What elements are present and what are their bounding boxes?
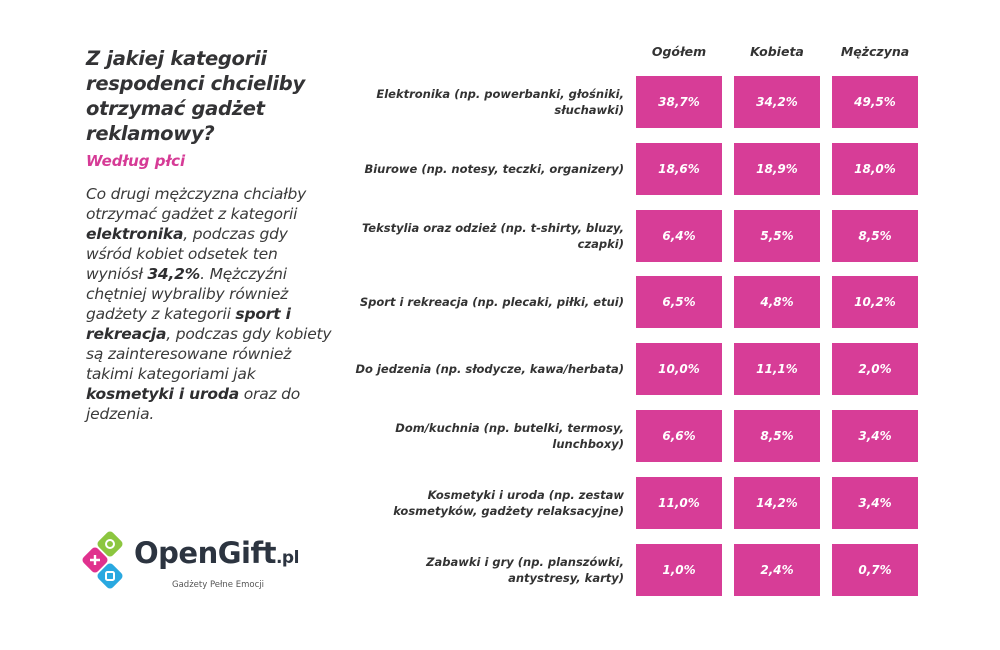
left-panel: Z jakiej kategorii respodenci chcieliby …: [86, 46, 336, 424]
value-cell: 11,1%: [734, 343, 820, 396]
value-cell: 3,4%: [832, 476, 918, 529]
value-cell: 34,2%: [734, 76, 820, 128]
description: Co drugi mężczyzna chciałby otrzymać gad…: [86, 184, 336, 424]
value-cell: 6,6%: [636, 410, 722, 462]
value-cell: 18,0%: [832, 142, 918, 195]
value-cell: 4,8%: [734, 276, 820, 329]
value-cell: 5,5%: [734, 209, 820, 262]
opengift-logo: OpenGift.pl Gadżety Pełne Emocji: [80, 530, 320, 600]
logo-mark-icon: [82, 531, 123, 589]
row-label: Do jedzenia (np. słodycze, kawa/herbata): [355, 362, 624, 377]
row-label: Zabawki i gry (np. planszówki, antystres…: [426, 554, 624, 585]
row-label: Sport i rekreacja (np. plecaki, piłki, e…: [359, 295, 624, 310]
value-cell: 10,0%: [636, 343, 722, 396]
description-highlight: 34,2%: [147, 265, 201, 283]
value-cell: 49,5%: [832, 76, 918, 128]
column-header: Mężczyna: [840, 44, 910, 59]
value-cell: 8,5%: [734, 410, 820, 462]
value-cell: 3,4%: [832, 410, 918, 462]
value-cell: 1,0%: [636, 543, 722, 596]
row-label: Tekstylia oraz odzież (np. t-shirty, blu…: [361, 220, 624, 251]
row-label: Elektronika (np. powerbanki, głośniki, s…: [376, 87, 624, 117]
logo-tld: .pl: [275, 548, 299, 568]
value-cell: 0,7%: [832, 543, 918, 596]
value-cell: 2,4%: [734, 543, 820, 596]
description-highlight: kosmetyki i uroda: [86, 385, 240, 403]
value-cell: 11,0%: [636, 476, 722, 529]
logo-name: OpenGift: [134, 536, 276, 570]
logo-tagline: Gadżety Pełne Emocji: [172, 580, 264, 590]
value-cell: 18,6%: [636, 142, 722, 195]
column-header: Kobieta: [750, 44, 804, 59]
value-cell: 18,9%: [734, 142, 820, 195]
description-text: Co drugi mężczyzna chciałby otrzymać gad…: [86, 185, 307, 223]
row-label: Biurowe (np. notesy, teczki, organizery): [364, 161, 624, 176]
value-cell: 2,0%: [832, 343, 918, 396]
row-label: Kosmetyki i uroda (np. zestaw kosmetyków…: [393, 487, 624, 518]
value-cell: 10,2%: [832, 276, 918, 329]
description-text: , podczas gdy kobiety są zainteresowane …: [86, 325, 332, 383]
value-cell: 14,2%: [734, 476, 820, 529]
page-title: Z jakiej kategorii respodenci chcieliby …: [86, 47, 305, 145]
description-highlight: elektronika: [86, 225, 184, 243]
column-header: Ogółem: [651, 44, 707, 59]
description-text: , podczas gdy wśród kobiet odsetek ten w…: [86, 225, 288, 283]
value-cell: 8,5%: [832, 209, 918, 262]
value-cell: 6,5%: [636, 276, 722, 329]
description-highlight: sport i rekreacja: [86, 305, 291, 343]
page-subtitle: Według płci: [86, 152, 186, 170]
value-cell: 6,4%: [636, 209, 722, 262]
logo-wordmark: OpenGift.pl: [134, 536, 299, 570]
value-cell: 38,7%: [636, 76, 722, 128]
description-text: . Mężczyźni chętniej wybraliby również g…: [86, 265, 289, 323]
row-label: Dom/kuchnia (np. butelki, termosy, lunch…: [395, 421, 624, 451]
description-text: oraz do jedzenia.: [86, 385, 301, 423]
